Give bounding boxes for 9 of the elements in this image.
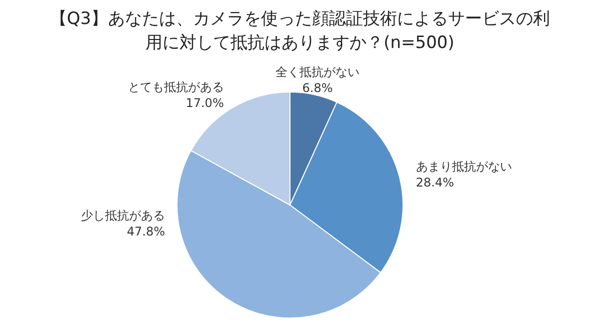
data-label: 17.0% <box>186 96 224 110</box>
slice-label: とても抵抗がある <box>128 80 224 94</box>
slice-label: 全く抵抗がない <box>276 65 360 80</box>
data-label: 28.4% <box>416 176 454 190</box>
slice-label: 少し抵抗がある <box>81 208 165 222</box>
data-label: 6.8% <box>302 81 333 96</box>
slice-label: あまり抵抗がない <box>416 160 512 174</box>
data-label: 47.8% <box>126 224 165 238</box>
chart-title: 【Q3】あなたは、カメラを使った顔認証技術によるサービスの利用に対して抵抗はありますか？(n=500) <box>50 9 550 53</box>
